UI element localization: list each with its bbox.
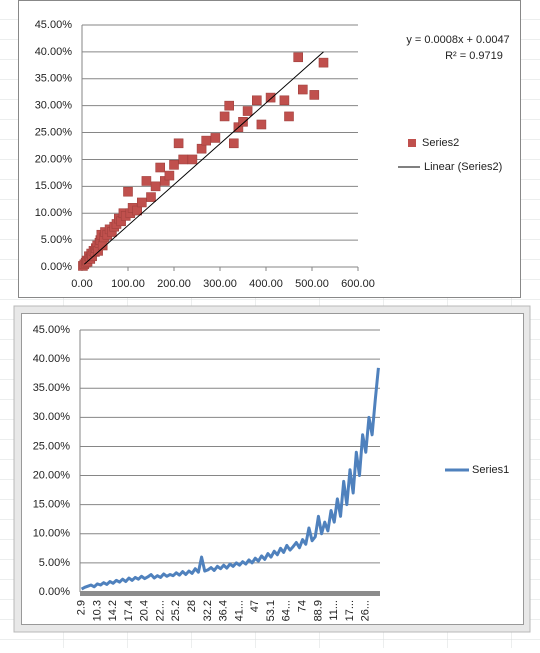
scatter-point (229, 138, 239, 149)
y-tick-label: 40.00% (33, 353, 71, 365)
y-tick-label: 20.00% (33, 469, 71, 481)
scatter-point (318, 57, 329, 68)
x-tick-label: 32.2 (202, 600, 214, 621)
legend-marker (408, 139, 416, 147)
y-tick-label: 10.00% (35, 207, 73, 219)
scatter-point (242, 106, 253, 116)
scatter-point (132, 205, 142, 216)
scatter-point (196, 143, 207, 154)
scatter-point (123, 186, 133, 197)
scatter-point (256, 119, 267, 130)
x-tick-label: 10.3 (91, 600, 103, 621)
scatter-point (265, 92, 276, 103)
scatter-point (238, 117, 248, 127)
y-tick-label: 5.00% (41, 234, 72, 246)
y-tick-label: 0.00% (39, 586, 70, 598)
scatter-point (169, 160, 179, 170)
x-tick-label: 41... (233, 600, 245, 621)
y-tick-label: 25.00% (35, 126, 73, 138)
scatter-point (155, 162, 165, 173)
x-tick-label: 17.4 (123, 600, 135, 621)
x-tick-label: 20.4 (139, 600, 151, 621)
y-tick-label: 35.00% (33, 382, 71, 394)
x-tick-label: 74 (297, 600, 309, 612)
y-tick-label: 45.00% (33, 324, 71, 336)
scatter-point (293, 52, 304, 63)
scatter-point (178, 154, 188, 165)
y-tick-label: 15.00% (35, 180, 73, 192)
scatter-point (219, 111, 230, 122)
legend-label: Linear (Series2) (424, 161, 502, 173)
x-tick-label: 88.9 (312, 600, 324, 621)
x-tick-label: 64... (281, 600, 293, 621)
x-tick-label: 400.00 (249, 278, 283, 290)
scatter-point (252, 95, 262, 106)
x-tick-label: 36.4 (218, 600, 230, 621)
scatter-point (297, 84, 308, 95)
chart-frame[interactable] (21, 313, 524, 625)
trendline-label: y = 0.0008x + 0.0047 (406, 34, 509, 46)
y-tick-label: 30.00% (33, 411, 71, 423)
x-tick-label: 2.9 (75, 600, 87, 615)
x-tick-label: 11... (328, 600, 340, 621)
x-tick-label: 300.00 (203, 278, 237, 290)
y-tick-label: 15.00% (33, 499, 71, 511)
x-tick-label: 53.1 (265, 600, 277, 621)
legend-label: Series1 (472, 464, 509, 476)
scatter-point (173, 138, 184, 149)
scatter-point (187, 154, 198, 165)
y-tick-label: 35.00% (35, 73, 73, 85)
x-tick-label: 0.00 (71, 278, 92, 290)
y-tick-label: 25.00% (33, 440, 71, 452)
x-tick-label: 22... (154, 600, 166, 621)
legend-label: Series2 (422, 137, 459, 149)
x-tick-label: 25.2 (170, 600, 182, 621)
x-axis (80, 591, 380, 596)
x-tick-label: 17... (344, 600, 356, 621)
x-tick-label: 500.00 (295, 278, 329, 290)
scatter-point (146, 192, 156, 202)
y-tick-label: 0.00% (41, 261, 72, 273)
x-tick-label: 14.2 (107, 600, 119, 621)
y-tick-label: 20.00% (35, 153, 73, 165)
y-tick-label: 45.00% (35, 19, 73, 31)
x-tick-label: 47 (249, 600, 261, 612)
line-series (80, 367, 380, 591)
scatter-point (150, 181, 161, 192)
y-tick-label: 30.00% (35, 100, 73, 112)
x-tick-label: 600.00 (341, 278, 375, 290)
scatter-point (141, 176, 152, 186)
x-tick-label: 28 (186, 600, 198, 612)
scatter-point (137, 197, 147, 208)
scatter-point (279, 95, 290, 106)
scatter-point (224, 100, 234, 111)
trendline-label: R² = 0.9719 (445, 50, 503, 62)
x-tick-label: 200.00 (157, 278, 191, 290)
trendline (83, 51, 324, 265)
scatter-point (164, 170, 175, 181)
scatter-point (284, 111, 294, 122)
y-tick-label: 40.00% (35, 46, 73, 58)
scatter-point (309, 90, 320, 100)
x-tick-label: 26... (360, 600, 372, 621)
y-tick-label: 10.00% (33, 528, 71, 540)
x-tick-label: 100.00 (111, 278, 145, 290)
scatter-point (210, 133, 221, 143)
y-tick-label: 5.00% (39, 557, 70, 569)
scatter-point (201, 135, 211, 146)
